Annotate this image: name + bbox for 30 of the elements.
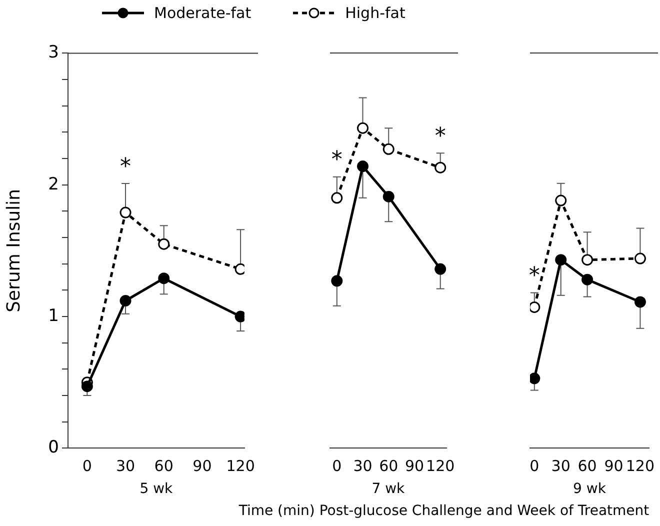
x-tick-label: 120 [226, 457, 255, 476]
x-tick-label: 120 [426, 457, 455, 476]
annotation: * [120, 154, 132, 180]
x-axis-title: 5 wk [140, 481, 174, 498]
x-tick-label: 60 [379, 457, 398, 476]
x-tick-label: 0 [82, 457, 92, 476]
y-tick-label: 2 [48, 174, 59, 194]
x-tick-label: 90 [192, 457, 212, 476]
x-tick-label: 0 [332, 457, 342, 476]
x-tick-label: 120 [626, 457, 655, 476]
x-tick-label: 60 [154, 457, 174, 476]
x-tick-label: 30 [353, 457, 372, 476]
annotation: * [434, 124, 446, 149]
x-tick-label: 30 [551, 457, 570, 476]
x-tick-label: 0 [530, 457, 540, 476]
x-axis-title: 9 wk [573, 481, 607, 498]
annotation: * [331, 148, 342, 173]
text: Time (min) Post-glucose Challenge and Week of Treatment [238, 503, 650, 519]
y-tick-label: 0 [48, 438, 59, 458]
x-tick-label: 90 [404, 457, 424, 476]
y-axis-title: Serum Insulin [3, 188, 24, 312]
legend-label: High-fat [345, 4, 406, 22]
y-tick-label: 3 [48, 42, 59, 63]
x-tick-label: 60 [578, 457, 597, 476]
x-tick-label: 30 [116, 457, 136, 476]
x-tick-label: 90 [604, 457, 624, 476]
annotation: * [528, 263, 540, 288]
legend-label: Moderate-fat [154, 4, 252, 22]
y-tick-label: 1 [48, 306, 59, 326]
x-axis-title: 7 wk [372, 481, 406, 498]
